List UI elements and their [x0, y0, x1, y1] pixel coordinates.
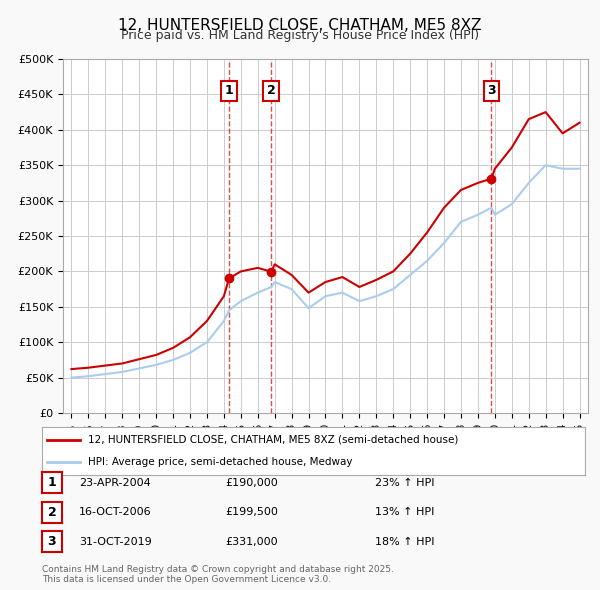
Text: HPI: Average price, semi-detached house, Medway: HPI: Average price, semi-detached house,… [88, 457, 353, 467]
Text: 18% ↑ HPI: 18% ↑ HPI [375, 537, 434, 546]
Text: 23-APR-2004: 23-APR-2004 [79, 478, 151, 487]
Text: 3: 3 [47, 535, 56, 548]
Text: 12, HUNTERSFIELD CLOSE, CHATHAM, ME5 8XZ: 12, HUNTERSFIELD CLOSE, CHATHAM, ME5 8XZ [118, 18, 482, 32]
Text: £190,000: £190,000 [225, 478, 278, 487]
Text: 1: 1 [47, 476, 56, 489]
Text: 16-OCT-2006: 16-OCT-2006 [79, 507, 152, 517]
Text: 23% ↑ HPI: 23% ↑ HPI [375, 478, 434, 487]
Text: £331,000: £331,000 [225, 537, 278, 546]
Text: 2: 2 [267, 84, 275, 97]
Text: 12, HUNTERSFIELD CLOSE, CHATHAM, ME5 8XZ (semi-detached house): 12, HUNTERSFIELD CLOSE, CHATHAM, ME5 8XZ… [88, 435, 458, 445]
Text: Contains HM Land Registry data © Crown copyright and database right 2025.
This d: Contains HM Land Registry data © Crown c… [42, 565, 394, 584]
Text: 13% ↑ HPI: 13% ↑ HPI [375, 507, 434, 517]
Text: 31-OCT-2019: 31-OCT-2019 [79, 537, 152, 546]
Text: 1: 1 [224, 84, 233, 97]
Text: £199,500: £199,500 [225, 507, 278, 517]
Text: Price paid vs. HM Land Registry's House Price Index (HPI): Price paid vs. HM Land Registry's House … [121, 30, 479, 42]
Text: 3: 3 [487, 84, 496, 97]
Text: 2: 2 [47, 506, 56, 519]
